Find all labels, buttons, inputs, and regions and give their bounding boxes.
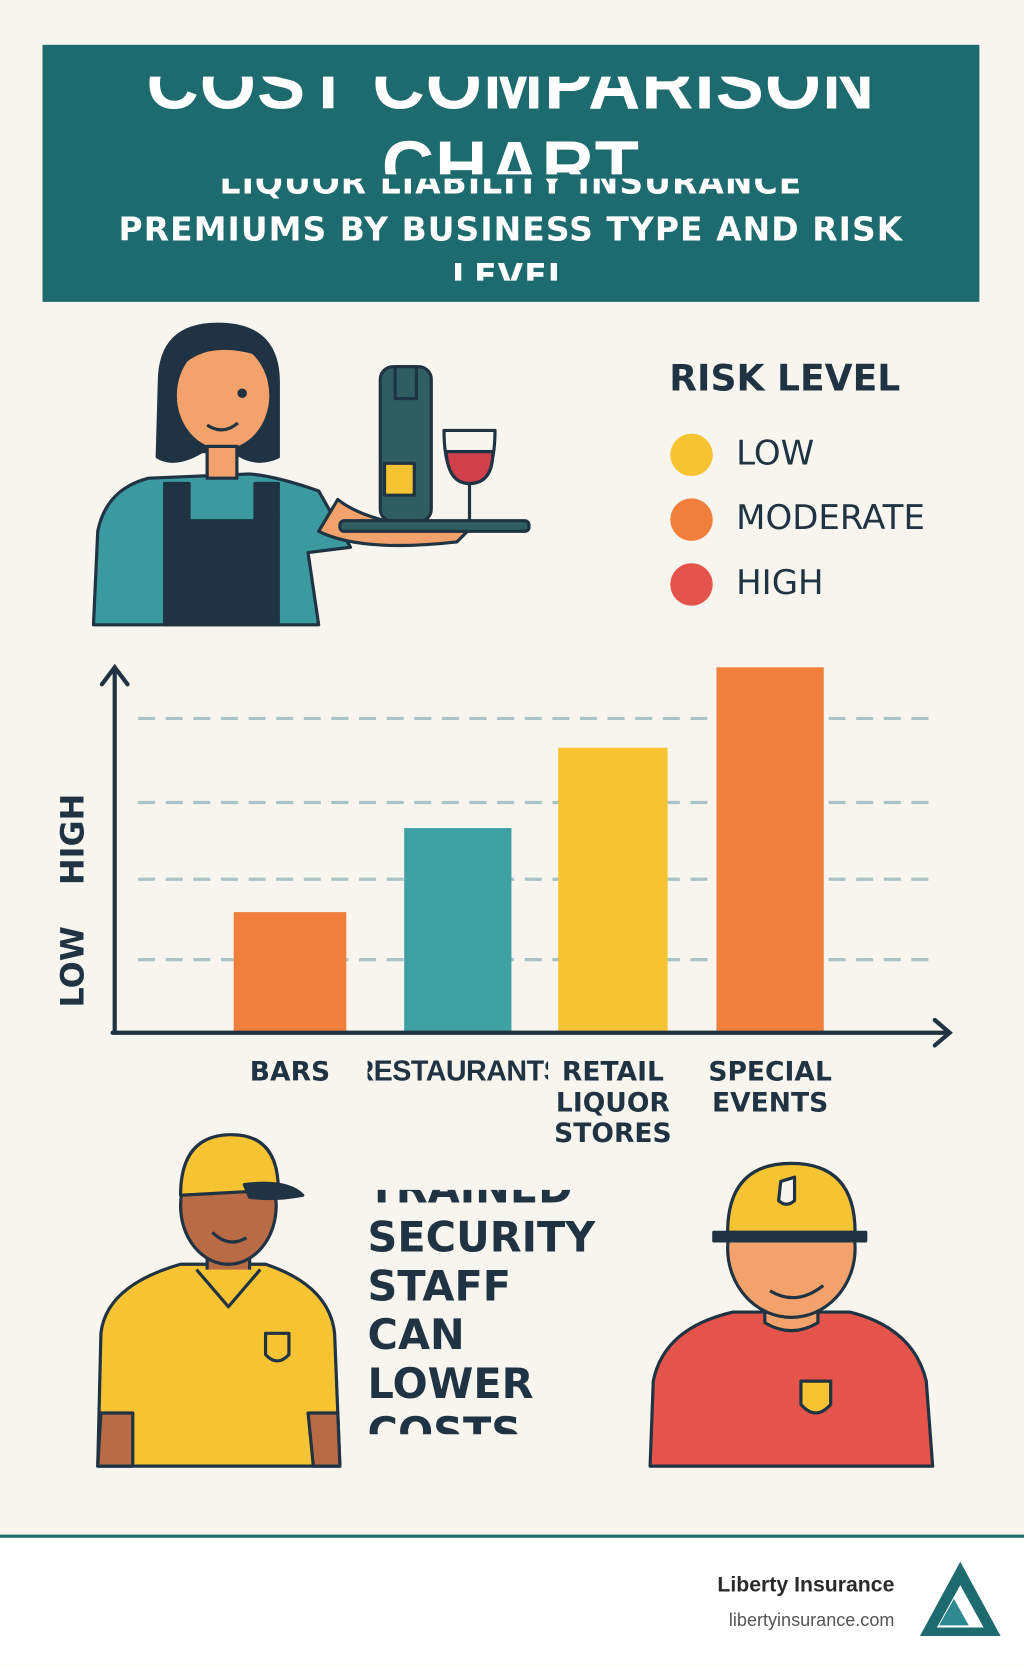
subtitle-box: LIQUOR LIABILITY INSURANCE PREMIUMS BY B…: [118, 178, 904, 281]
logo: [919, 1561, 1001, 1637]
legend-label: LOW: [736, 433, 814, 473]
callout: TRAINED SECURITY STAFF CAN LOWER COSTS: [367, 1190, 596, 1435]
legend-label: MODERATE: [736, 498, 925, 538]
x-tick-label-box: BARS: [249, 1056, 331, 1087]
footer-background: [0, 1536, 1024, 1666]
x-tick-label: BARS: [249, 1056, 331, 1087]
x-tick-label-box: SPECIAL EVENTS: [708, 1056, 832, 1118]
legend-label: HIGH: [736, 563, 823, 603]
x-tick-label: SPECIAL EVENTS: [708, 1056, 832, 1118]
y-axis-label-high: HIGH: [53, 794, 91, 885]
footer-brand: Liberty Insurance: [717, 1573, 894, 1597]
security-guard-illustration: [96, 1133, 342, 1468]
legend-swatch: [670, 433, 713, 477]
callout-box: TRAINED SECURITY STAFF CAN LOWER COSTS: [367, 1190, 596, 1435]
bar: [233, 912, 347, 1033]
x-tick-label-box: RETAIL LIQUOR STORES: [554, 1056, 672, 1149]
subtitle: LIQUOR LIABILITY INSURANCE PREMIUMS BY B…: [118, 178, 904, 281]
title: COST COMPARISON CHART: [146, 76, 876, 175]
x-tick-label: RESTAURANTS: [368, 1056, 549, 1087]
title-box: COST COMPARISON CHART: [146, 76, 876, 175]
bar: [404, 828, 512, 1033]
x-axis: [110, 1017, 953, 1048]
bar: [558, 747, 668, 1033]
x-tick-label-box: RESTAURANTS: [368, 1056, 549, 1087]
security-guard-illustration: [648, 1161, 935, 1468]
legend-swatch: [670, 498, 713, 541]
bar: [716, 667, 824, 1033]
legend-title: RISK LEVEL: [669, 356, 900, 399]
x-tick-label: RETAIL LIQUOR STORES: [554, 1056, 672, 1149]
legend-swatch: [670, 563, 713, 606]
y-axis: [99, 663, 130, 1035]
y-axis-label-low: LOW: [53, 926, 91, 1007]
footer-url: libertyinsurance.com: [729, 1610, 895, 1630]
waitress-illustration: [91, 322, 531, 627]
header-banner: [42, 44, 980, 302]
